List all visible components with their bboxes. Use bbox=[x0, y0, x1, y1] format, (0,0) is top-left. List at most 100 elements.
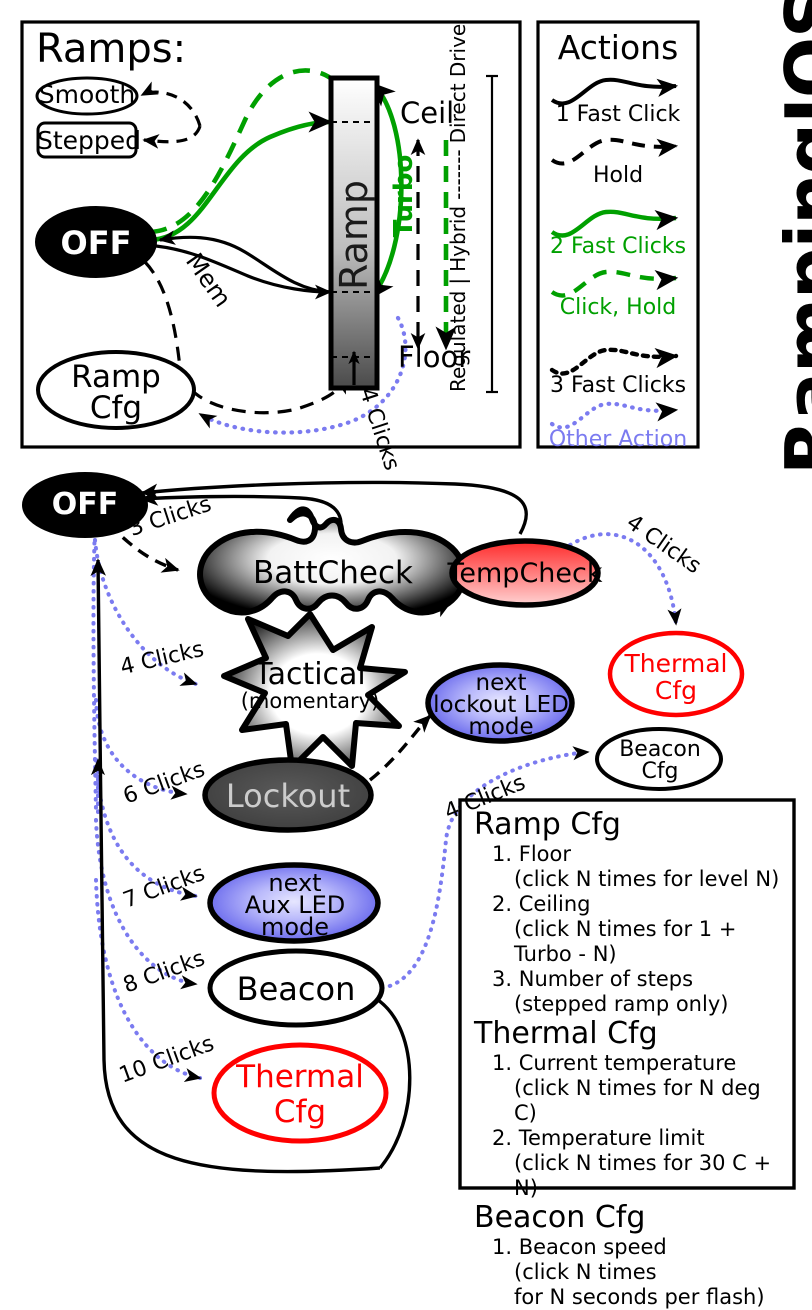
ramp-type-smooth-shape[interactable] bbox=[35, 76, 139, 116]
off-node-bottom-shape[interactable] bbox=[22, 472, 148, 538]
cfg-heading-thermal: Thermal Cfg bbox=[474, 1016, 658, 1051]
ramps-panel bbox=[20, 20, 522, 449]
cfg-section-ramp: Ramp Cfg 1. Floor (click N times for lev… bbox=[474, 808, 786, 1017]
cfg-sub-r2: (click N times for 1 + Turbo - N) bbox=[514, 917, 737, 966]
thermal-cfg-bottom-label[interactable]: Thermal Cfg bbox=[220, 1060, 380, 1130]
cfg-legend: Ramp Cfg 1. Floor (click N times for lev… bbox=[474, 808, 786, 1310]
beacon-cfg-line2: Cfg bbox=[641, 759, 679, 784]
thermal-cfg-top-line1: Thermal bbox=[624, 649, 728, 678]
state-diagram-nodes bbox=[22, 472, 745, 1144]
beacon-node-label[interactable]: Beacon bbox=[236, 970, 356, 1008]
next-lockout-led-mode-label[interactable]: next lockout LED mode bbox=[428, 672, 574, 740]
ramp-type-smooth-label[interactable]: Smooth bbox=[38, 80, 136, 109]
cfg-num-r1: 1. bbox=[492, 842, 513, 866]
cfg-num-r2: 2. bbox=[492, 892, 513, 916]
lockout-led-line3: mode bbox=[468, 714, 534, 740]
off-node-top-label[interactable]: OFF bbox=[60, 224, 132, 262]
action-label-2: Hold bbox=[592, 163, 644, 188]
next-aux-led-mode-label[interactable]: next Aux LED mode bbox=[222, 869, 368, 941]
drive-scale bbox=[486, 74, 498, 394]
thermal-cfg-bottom-line2: Cfg bbox=[273, 1094, 327, 1130]
lockout-node-label[interactable]: Lockout bbox=[225, 777, 351, 815]
edge-turbo bbox=[370, 82, 404, 299]
off-node-top-shape[interactable] bbox=[35, 206, 157, 278]
cfg-text-r3: Number of steps bbox=[518, 967, 694, 991]
battcheck-node-label[interactable]: BattCheck bbox=[253, 555, 413, 591]
cfg-sub2-b1: for N seconds per flash) bbox=[514, 1285, 765, 1309]
thermal-cfg-top-line2: Cfg bbox=[654, 676, 698, 705]
edge-tempcheck-to-thermalcfg bbox=[568, 532, 682, 626]
scale-direct-drive: Direct Drive bbox=[446, 23, 470, 144]
tactical-node-label[interactable]: Tactical (momentary) bbox=[222, 657, 398, 713]
tactical-node-shape[interactable] bbox=[221, 611, 408, 771]
cfg-heading-beacon: Beacon Cfg bbox=[474, 1200, 646, 1235]
ramp-cfg-node-shape[interactable] bbox=[36, 350, 196, 430]
ramp-type-stepped-label[interactable]: Stepped bbox=[37, 126, 142, 155]
ceil-floor-range bbox=[410, 138, 457, 351]
beacon-node-shape[interactable] bbox=[207, 948, 385, 1028]
thermal-cfg-top-label[interactable]: Thermal Cfg bbox=[610, 650, 742, 704]
next-lockout-led-mode-node-shape[interactable] bbox=[425, 662, 575, 744]
battcheck-node-shape[interactable] bbox=[197, 506, 467, 616]
edge-to-stepped bbox=[142, 125, 202, 149]
cfg-section-thermal: Thermal Cfg 1. Current temperature (clic… bbox=[474, 1017, 786, 1201]
beacon-cfg-node-shape[interactable] bbox=[595, 727, 723, 791]
edge-beacon-to-beaconcfg bbox=[380, 746, 590, 990]
ramps-heading: Ramps: bbox=[36, 26, 187, 72]
thermal-cfg-top-node-shape[interactable] bbox=[607, 630, 745, 718]
cfg-text-b1: Beacon speed bbox=[518, 1235, 667, 1259]
cfg-legend-box bbox=[458, 798, 796, 1190]
scale-dashes: ------- bbox=[446, 149, 470, 200]
cfg-num-t1: 1. bbox=[492, 1051, 513, 1075]
actions-heading: Actions bbox=[557, 28, 679, 67]
cfg-num-b1: 1. bbox=[492, 1235, 513, 1259]
beacon-cfg-label[interactable]: Beacon Cfg bbox=[600, 739, 720, 783]
state-diagram-edges bbox=[90, 480, 682, 1174]
scale-regulated: Regulated bbox=[446, 290, 470, 392]
cfg-text-t2: Temperature limit bbox=[518, 1126, 705, 1150]
cfg-sub-t1: (click N times for N deg C) bbox=[514, 1076, 761, 1125]
cfg-sub-r1: (click N times for level N) bbox=[514, 867, 780, 891]
cfg-sub-t2: (click N times for 30 C + N) bbox=[514, 1151, 772, 1200]
beacon-cfg-line1: Beacon bbox=[619, 737, 701, 762]
diagram-canvas bbox=[20, 20, 796, 1190]
cfg-heading-ramp: Ramp Cfg bbox=[474, 807, 621, 842]
ramp-cfg-node-label[interactable]: Ramp Cfg bbox=[38, 362, 194, 424]
cfg-sub-r3: (stepped ramp only) bbox=[514, 992, 729, 1016]
ramp-cfg-line1: Ramp Cfg bbox=[71, 359, 161, 426]
tempcheck-node-shape[interactable] bbox=[449, 538, 601, 608]
drive-scale-labels: Regulated | Hybrid ------- Direct Drive bbox=[446, 0, 478, 392]
aux-led-line2: Aux LED bbox=[244, 891, 346, 919]
aux-led-line1: next bbox=[268, 869, 322, 897]
scale-sep: | bbox=[446, 277, 470, 285]
ramp-type-stepped-shape[interactable] bbox=[36, 121, 138, 159]
actions-panel bbox=[536, 20, 700, 449]
aux-led-line3: mode bbox=[260, 913, 330, 941]
scale-hybrid: Hybrid bbox=[446, 205, 470, 272]
action-squiggle-2-fast-clicks bbox=[550, 209, 679, 238]
cfg-num-t2: 2. bbox=[492, 1126, 513, 1150]
cfg-num-r3: 3. bbox=[492, 967, 513, 991]
next-aux-led-mode-node-shape[interactable] bbox=[207, 862, 381, 944]
cfg-text-r1: Floor bbox=[518, 842, 571, 866]
page-title: RampingIOS V3 bbox=[690, 0, 812, 480]
floor-label: Floor bbox=[398, 340, 471, 374]
edge-off-to-ramp-green bbox=[149, 111, 333, 243]
tempcheck-node-label[interactable]: TempCheck bbox=[447, 558, 603, 589]
edge-off-to-lockout bbox=[94, 698, 188, 800]
edge-mem-to-off bbox=[158, 230, 331, 294]
off-node-bottom-label[interactable]: OFF bbox=[51, 487, 119, 522]
tactical-line1: Tactical bbox=[254, 657, 366, 692]
action-label-5: 3 Fast Clicks bbox=[549, 373, 687, 398]
edge-bottom-return-to-off bbox=[90, 558, 381, 1174]
lockout-node-shape[interactable] bbox=[202, 757, 374, 833]
thermal-cfg-bottom-node-shape[interactable] bbox=[211, 1042, 389, 1144]
action-squiggle-1-fast-click bbox=[550, 77, 679, 106]
edge-off-to-thermal-cfg bbox=[94, 878, 202, 1082]
edge-off-to-ramp-mem bbox=[155, 244, 332, 300]
edge-off-hold-to-floor bbox=[143, 260, 347, 415]
edge-lockout-to-lockout-led bbox=[368, 714, 432, 782]
thermal-cfg-bottom-line1: Thermal bbox=[236, 1059, 364, 1095]
edge-tempcheck-to-off bbox=[140, 480, 528, 535]
page-title-text: RampingIOS V3 bbox=[770, 0, 812, 475]
